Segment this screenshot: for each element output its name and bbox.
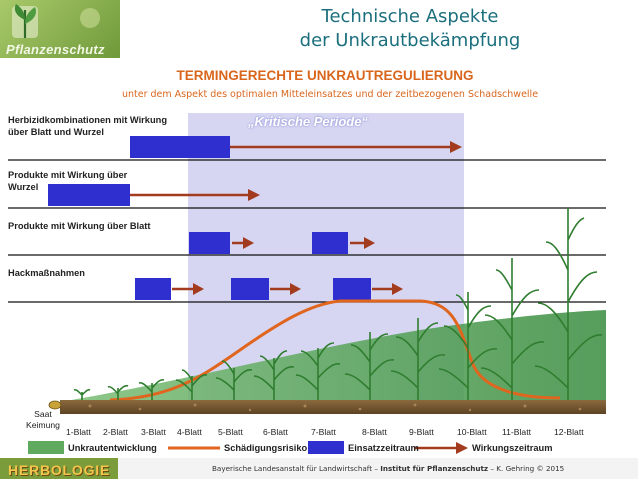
stage-label: 9-Blatt [409,427,434,437]
stage-label: 6-Blatt [263,427,288,437]
plant-logo-icon [12,4,100,38]
arrowhead [243,237,254,249]
row-label-hoeing: Hackmaßnahmen [8,267,85,279]
hoeing-bar [135,278,171,300]
stage-label: 12-Blatt [554,427,584,437]
critical-period-label: „Kritische Periode“ [248,114,368,129]
brand-label: HERBOLOGIE [8,462,111,478]
legend-effect-label: Wirkungszeitraum [472,443,553,453]
arrowhead [193,283,204,295]
footer-institution: Bayerische Landesanstalt für Landwirtsch… [212,464,373,473]
arrowhead [248,189,260,201]
title-line-2: der Unkrautbekämpfung [299,30,521,51]
row-label-leaf-products: Produkte mit Wirkung über Blatt [8,220,150,232]
use-period-bar [48,184,130,206]
stage-label: 2-Blatt [103,427,128,437]
legend-use-label: Einsatzzeitraum [348,443,419,453]
subtitle: TERMINGERECHTE UNKRAUTREGULIERUNG [176,68,474,83]
row-label-line: über Blatt und Wurzel [8,127,104,137]
sowing-label-line: Saat [34,409,52,419]
legend-risk-label: Schädigungsrisiko [224,443,308,453]
stage-label: 11-Blatt [502,427,531,437]
footer-separator: – [374,464,378,473]
row-label-line: Produkte mit Wirkung über [8,170,128,180]
stage-label: 8-Blatt [362,427,387,437]
footer-author: K. Gehring © 2015 [496,464,565,473]
row-label-herbicide-combinations: Herbizidkombinationen mit Wirkung über B… [8,114,167,138]
seed-icon [48,400,62,410]
stage-label: 4-Blatt [177,427,202,437]
legend-arrowhead [456,442,468,454]
row-label-line: Wurzel [8,182,39,192]
stage-label: 7-Blatt [311,427,336,437]
legend-swatch-weed [28,441,64,454]
arrowhead [450,141,462,153]
use-period-bar [189,232,230,254]
legend-swatch-use [308,441,344,454]
sowing-label-line: Keimung [26,420,60,430]
hoeing-bar [333,278,371,300]
legend-weed-label: Unkrautentwicklung [68,443,157,453]
stage-label: 3-Blatt [141,427,166,437]
arrowhead [290,283,301,295]
row-label-root-products: Produkte mit Wirkung über Wurzel [8,169,127,193]
footer-band [0,458,638,479]
arrowhead [364,237,375,249]
stage-label: 5-Blatt [218,427,243,437]
stage-label: 10-Blatt [457,427,487,437]
sub-subtitle: unter dem Aspekt des optimalen Mittelein… [121,89,539,100]
title-line-1: Technische Aspekte [321,6,499,27]
footer-credit: Bayerische Landesanstalt für Landwirtsch… [212,464,564,473]
corn-plants [73,208,603,400]
stage-label: 1-Blatt [66,427,91,437]
footer-separator: – [490,464,494,473]
sowing-label: Saat Keimung [26,409,60,431]
damage-risk-curve [109,299,561,402]
row-label-line: Herbizidkombinationen mit Wirkung [8,115,168,125]
arrowhead [392,283,403,295]
footer-institute: Institut für Pflanzenschutz [380,464,489,473]
brand-band [0,458,118,479]
row-label-line: Hackmaßnahmen [8,268,85,278]
hoeing-bar [231,278,269,300]
logo-text: Pflanzenschutz [6,42,105,57]
soil-texture [88,403,582,412]
use-period-bar [130,136,230,158]
row-label-line: Produkte mit Wirkung über Blatt [8,221,151,231]
logo [0,0,120,58]
use-period-bar [312,232,348,254]
